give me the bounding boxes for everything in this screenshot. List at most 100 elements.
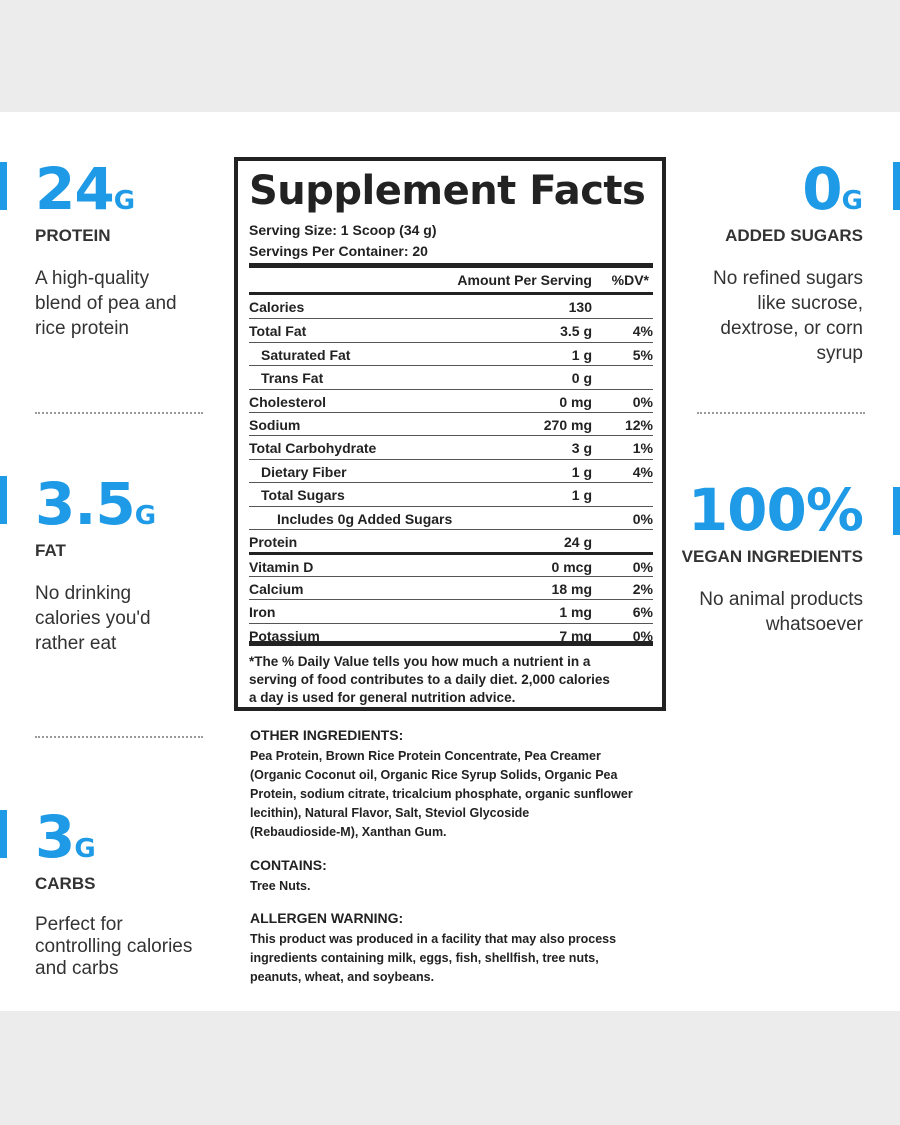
nutrient-name: Calcium <box>249 580 304 597</box>
stat-label: PROTEIN <box>35 226 111 245</box>
nutrient-amount: 1 mg <box>559 604 592 621</box>
nutrient-name: Calories <box>249 299 305 315</box>
stat-value: 100% <box>687 476 864 544</box>
nutrient-dv: 0% <box>632 510 653 527</box>
divider <box>35 736 203 738</box>
nutrient-name: Vitamin D <box>249 559 314 576</box>
divider <box>35 412 203 414</box>
nutrient-row: Total Sugars 1 g <box>249 482 653 506</box>
nutrient-dv: 0% <box>632 559 653 576</box>
nutrient-name: Protein <box>249 534 298 550</box>
servings-per-container: Servings Per Container: 20 <box>249 243 428 259</box>
nutrient-name: Sodium <box>249 417 301 433</box>
stat-description: No animal products whatsoever <box>699 589 863 635</box>
facts-title: Supplement Facts <box>249 168 646 214</box>
supplement-facts-panel: Supplement Facts Serving Size: 1 Scoop (… <box>234 157 666 711</box>
nutrient-name: Potassium <box>249 627 320 644</box>
nutrient-amount: 130 <box>568 299 592 315</box>
stat-value: 0G <box>802 155 863 223</box>
nutrient-row: Trans Fat 0 g <box>249 365 653 389</box>
nutrient-name: Total Carbohydrate <box>249 440 377 457</box>
stat-description: No refined sugars like sucrose, dextrose, … <box>713 268 863 364</box>
nutrient-dv: 2% <box>632 580 653 597</box>
contains-text: Tree Nuts. <box>250 879 311 893</box>
nutrient-row: Saturated Fat 1 g 5% <box>249 341 653 366</box>
stat-protein: 24G PROTEIN A high-quality blend of pea a… <box>35 160 177 341</box>
nutrient-row: Cholesterol 0 mg 0% <box>249 388 653 413</box>
allergen-heading: ALLERGEN WARNING: <box>250 910 404 926</box>
nutrient-name: Dietary Fiber <box>261 463 347 480</box>
other-ingredients-heading: OTHER INGREDIENTS: <box>250 727 404 743</box>
other-ingredients: OTHER INGREDIENTS: Pea Protein, Brown Ri… <box>250 727 660 842</box>
nutrient-dv: 4% <box>632 323 653 340</box>
stat-value: 3G <box>35 803 96 871</box>
accent-bar <box>0 162 7 210</box>
stat-description: A high-quality blend of pea and rice prote… <box>35 268 177 339</box>
nutrient-name: Total Fat <box>249 323 307 340</box>
stat-fat: 3.5G FAT No drinking calories you'd rather… <box>35 475 156 656</box>
nutrient-row: Dietary Fiber 1 g 4% <box>249 458 653 483</box>
stat-label: CARBS <box>35 874 96 893</box>
nutrient-name: Iron <box>249 604 276 621</box>
nutrient-dv: 12% <box>624 417 653 433</box>
nutrient-amount: 0 g <box>571 370 592 387</box>
nutrient-dv: 4% <box>632 463 653 480</box>
stat-carbs: 3G CARBS Perfect for controlling calories… <box>35 808 192 980</box>
stat-added-sugars: 0G ADDED SUGARS No refined sugars like su… <box>663 160 863 366</box>
stat-description: No drinking calories you'd rather eat <box>35 583 151 654</box>
accent-bar <box>0 476 7 524</box>
nutrient-dv: 5% <box>632 346 653 363</box>
nutrient-amount: 3.5 g <box>560 323 592 340</box>
nutrient-dv: 1% <box>632 440 653 457</box>
stat-label: FAT <box>35 541 66 560</box>
nutrient-amount: 0 mcg <box>551 559 592 576</box>
rule-thick <box>249 263 653 268</box>
accent-bar <box>893 487 900 535</box>
accent-bar <box>0 810 7 858</box>
nutrient-row: Iron 1 mg 6% <box>249 599 653 623</box>
nutrient-amount: 7 mg <box>559 627 592 644</box>
nutrient-name: Cholesterol <box>249 393 327 410</box>
stat-vegan: 100% VEGAN INGREDIENTS No animal product… <box>663 476 864 637</box>
nutrient-amount: 1 g <box>571 463 592 480</box>
nutrient-row: Calories 130 <box>249 295 653 318</box>
nutrient-name: Saturated Fat <box>261 346 351 363</box>
col-amount-header: Amount Per Serving <box>457 272 592 288</box>
nutrient-row: Total Carbohydrate 3 g 1% <box>249 435 653 459</box>
accent-bar <box>893 162 900 210</box>
stat-label: ADDED SUGARS <box>725 226 863 245</box>
nutrient-dv: 6% <box>632 604 653 621</box>
nutrient-amount: 3 g <box>571 440 592 457</box>
divider <box>697 412 865 414</box>
nutrient-name: Includes 0g Added Sugars <box>277 510 453 527</box>
rule-medium <box>249 292 653 295</box>
nutrient-row: Sodium 270 mg 12% <box>249 412 653 436</box>
nutrient-amount: 270 mg <box>543 417 592 433</box>
nutrient-amount: 1 g <box>571 346 592 363</box>
nutrient-amount: 18 mg <box>551 580 592 597</box>
rule-thick <box>249 641 653 646</box>
stat-value: 3.5G <box>35 470 157 538</box>
other-ingredients-text: Pea Protein, Brown Rice Protein Concentr… <box>250 749 633 839</box>
contains-heading: CONTAINS: <box>250 857 327 873</box>
allergen-text: This product was produced in a facility … <box>250 932 617 984</box>
nutrient-row: Potassium 7 mg 0% <box>249 622 653 647</box>
nutrient-name: Total Sugars <box>261 487 345 504</box>
contains: CONTAINS: Tree Nuts. <box>250 857 660 896</box>
col-dv-header: %DV* <box>611 272 649 288</box>
nutrient-amount: 1 g <box>571 487 592 504</box>
nutrient-dv: 0% <box>632 627 653 644</box>
nutrient-dv: 0% <box>632 393 653 410</box>
nutrient-row: Includes 0g Added Sugars 0% <box>249 505 653 530</box>
nutrient-amount: 24 g <box>563 534 592 550</box>
facts-footnote: *The % Daily Value tells you how much a … <box>249 654 610 705</box>
nutrient-row: Protein 24 g <box>249 529 653 553</box>
nutrient-row: Calcium 18 mg 2% <box>249 575 653 600</box>
stat-description: Perfect for controlling calories and carbs <box>35 914 193 979</box>
nutrient-name: Trans Fat <box>261 370 324 387</box>
stat-label: VEGAN INGREDIENTS <box>681 547 863 566</box>
stat-value: 24G <box>35 155 136 223</box>
nutrient-row: Total Fat 3.5 g 4% <box>249 318 653 342</box>
nutrient-row: Vitamin D 0 mcg 0% <box>249 552 653 578</box>
serving-size: Serving Size: 1 Scoop (34 g) <box>249 222 437 238</box>
